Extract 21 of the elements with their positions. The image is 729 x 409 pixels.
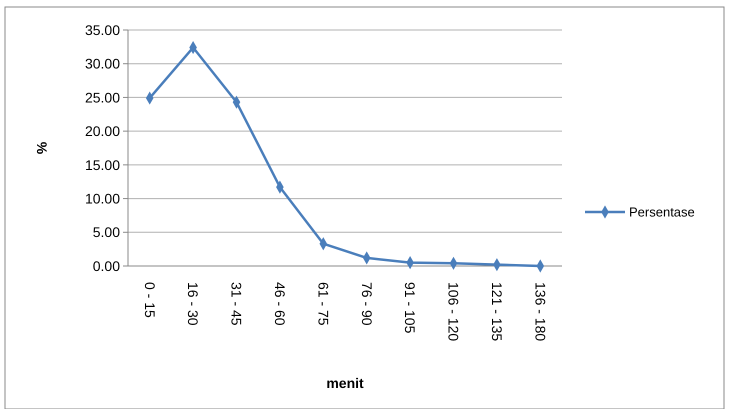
y-tick-label: 15.00 — [84, 156, 120, 173]
legend-label: Persentase — [629, 204, 695, 220]
x-tick-label: 16 - 30 — [185, 282, 202, 326]
x-tick-label: 106 - 120 — [446, 282, 462, 342]
y-tick-label: 25.00 — [84, 89, 120, 106]
x-tick-label: 0 - 15 — [142, 282, 158, 318]
y-tick-label: 10.00 — [84, 190, 120, 206]
x-tick-label: 121 - 135 — [489, 282, 505, 342]
x-tick-label: 136 - 180 — [532, 282, 548, 342]
x-tick-label: 31 - 45 — [228, 282, 245, 326]
y-tick-label: 0.00 — [92, 258, 120, 274]
x-tick-label: 76 - 90 — [358, 282, 375, 326]
y-tick-label: 30.00 — [84, 56, 120, 72]
y-tick-label: 5.00 — [92, 224, 120, 240]
y-axis-title: % — [34, 142, 50, 155]
y-tick-label: 35.00 — [84, 22, 120, 38]
y-tick-label: 20.00 — [84, 123, 120, 140]
x-tick-label: 46 - 60 — [272, 282, 288, 326]
x-axis-title: menit — [326, 375, 364, 391]
x-tick-label: 61 - 75 — [315, 282, 332, 326]
x-tick-label: 91 - 105 — [402, 282, 418, 334]
